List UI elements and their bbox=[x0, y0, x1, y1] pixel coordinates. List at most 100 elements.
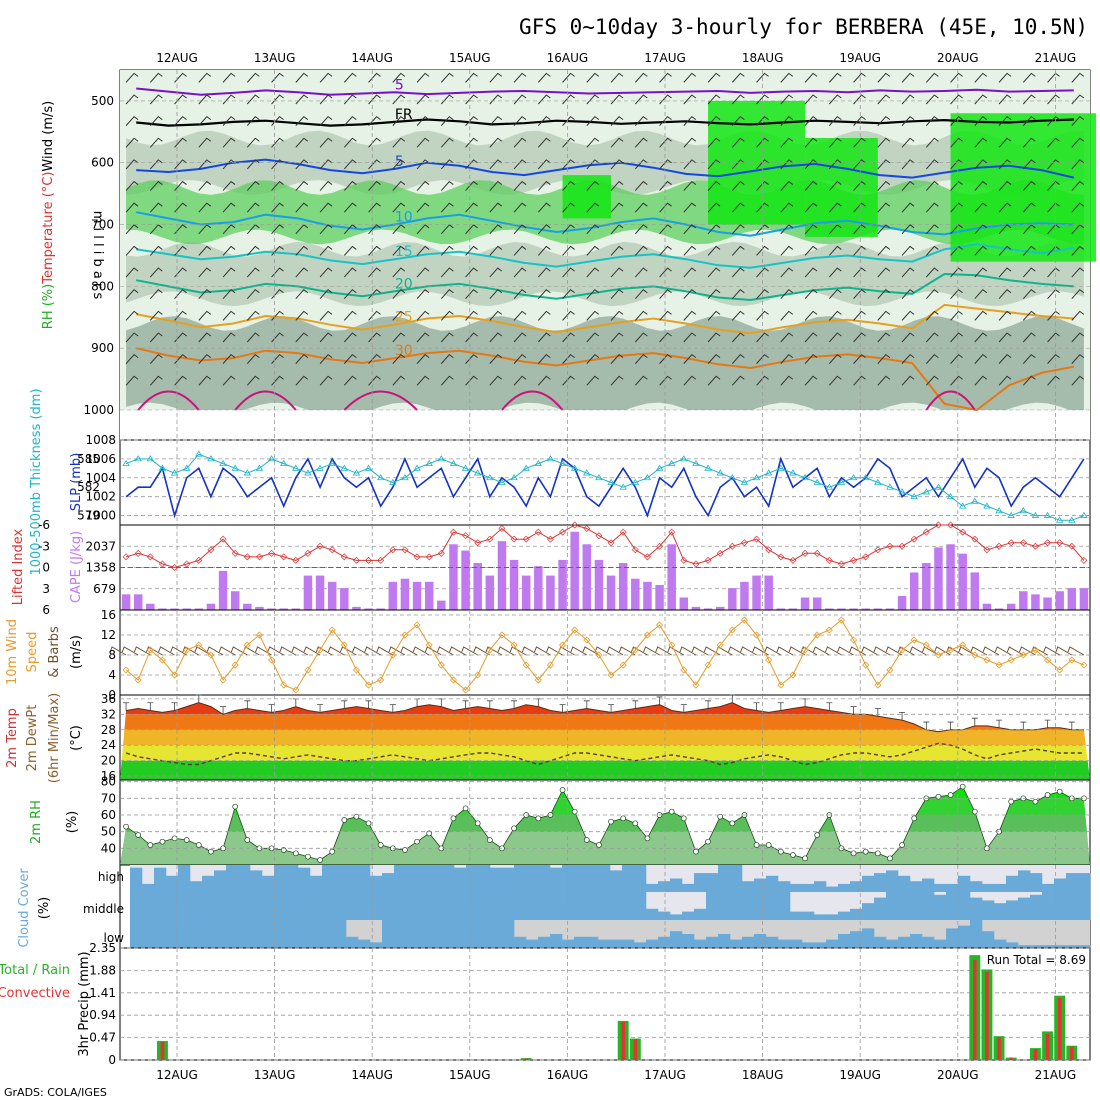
temp-maxmin-marker bbox=[365, 700, 372, 709]
cloud-level-label: low bbox=[104, 931, 125, 945]
cloud-cell bbox=[1018, 945, 1031, 948]
wind-barb bbox=[489, 137, 503, 148]
wind-barb bbox=[634, 180, 648, 191]
precip-legend-total: Total / Rain bbox=[0, 963, 70, 978]
cape-bar bbox=[970, 572, 980, 610]
cloud-cell bbox=[982, 883, 995, 892]
rh-marker bbox=[1056, 788, 1063, 795]
wind-barb bbox=[901, 115, 915, 126]
cape-bar bbox=[461, 550, 470, 610]
lifted-marker bbox=[886, 542, 894, 550]
wind-barb bbox=[780, 115, 794, 126]
rh-marker bbox=[171, 835, 178, 842]
thickness-marker bbox=[304, 469, 312, 476]
thickness-marker bbox=[849, 474, 858, 481]
wind-barb bbox=[465, 94, 478, 105]
lifted-marker bbox=[340, 553, 348, 561]
wind-barb bbox=[634, 137, 648, 148]
rh-marker bbox=[329, 848, 336, 855]
temp-maxmin-marker bbox=[341, 700, 348, 709]
cloud-level-label: high bbox=[98, 870, 124, 884]
cloud-cell bbox=[226, 865, 239, 892]
wind10-marker bbox=[437, 661, 445, 669]
wind10-marker bbox=[364, 681, 373, 689]
wind-barb bbox=[489, 310, 503, 321]
wind-barb bbox=[683, 310, 697, 321]
wind-barb bbox=[634, 289, 648, 300]
cape-bar bbox=[170, 608, 179, 610]
wind-barb bbox=[780, 267, 794, 278]
lifted-marker bbox=[983, 546, 991, 554]
temp-maxmin-marker bbox=[486, 700, 493, 709]
wind-barb bbox=[752, 646, 769, 656]
wind-barb bbox=[489, 289, 503, 300]
cloud-cell bbox=[514, 865, 527, 892]
cloud-cell bbox=[502, 892, 515, 920]
top-date-axis: 12AUG 13AUG 14AUG 15AUG 16AUG 17AUG 18AUG 19AUG… bbox=[156, 51, 1076, 65]
rh-marker bbox=[353, 813, 360, 820]
wind-barb bbox=[828, 115, 842, 126]
rh-marker bbox=[814, 832, 821, 838]
wind-barb bbox=[125, 332, 139, 343]
y-tick-label: 0.94 bbox=[89, 1008, 116, 1022]
wind-barb bbox=[440, 375, 454, 386]
wind-barb bbox=[562, 94, 575, 105]
wind-barb bbox=[489, 267, 503, 278]
wind-barb bbox=[149, 245, 163, 256]
wind-barb bbox=[731, 245, 745, 256]
thickness-marker bbox=[922, 488, 931, 495]
wind-barb bbox=[465, 180, 478, 191]
wind-barb bbox=[198, 159, 212, 170]
wind-barb bbox=[198, 310, 212, 321]
wind10-marker bbox=[316, 646, 324, 654]
wind-barb bbox=[974, 72, 988, 83]
y-axis-title-part: Wind (m/s) bbox=[41, 101, 56, 172]
cloud-cell bbox=[262, 920, 275, 948]
wind10-marker bbox=[352, 666, 361, 674]
cloud-cell bbox=[958, 892, 971, 920]
cape-bar bbox=[473, 563, 482, 610]
temp-maxmin-marker bbox=[874, 708, 881, 717]
thickness-marker bbox=[1031, 511, 1040, 518]
thickness-marker bbox=[825, 483, 834, 490]
wind-barb bbox=[683, 267, 697, 278]
wind-barb bbox=[634, 72, 648, 83]
wind-barb bbox=[707, 332, 721, 343]
wind-barb bbox=[416, 310, 430, 321]
wind-barb bbox=[586, 115, 600, 126]
wind-barb bbox=[804, 245, 818, 256]
wind-barb bbox=[707, 375, 721, 386]
cloud-cell bbox=[166, 892, 179, 920]
wind10-marker bbox=[280, 681, 288, 689]
cape-bar bbox=[340, 588, 349, 610]
lifted-marker bbox=[583, 525, 591, 533]
cloud-cell bbox=[322, 865, 335, 892]
cape-bar bbox=[655, 584, 664, 610]
wind-barb bbox=[707, 289, 721, 300]
rh-marker bbox=[244, 837, 251, 843]
date-label-bottom: 14AUG bbox=[351, 1068, 393, 1082]
wind-barb bbox=[513, 159, 527, 170]
rh-marker bbox=[571, 808, 578, 815]
temp-maxmin-marker bbox=[996, 719, 1003, 728]
wind10-marker bbox=[558, 641, 567, 649]
thickness-marker bbox=[122, 459, 130, 467]
wind-barb bbox=[634, 310, 648, 321]
cape-bar bbox=[1006, 603, 1016, 610]
rh-marker bbox=[317, 857, 323, 863]
cloud-cell bbox=[610, 892, 623, 920]
wind-barb bbox=[804, 202, 818, 213]
cape-bar bbox=[897, 595, 907, 610]
wind-barb bbox=[1071, 72, 1085, 83]
wind-barb bbox=[610, 353, 624, 364]
rh-marker bbox=[644, 835, 651, 842]
wind-barb bbox=[416, 159, 430, 170]
wind-barb bbox=[416, 202, 430, 213]
rh-marker bbox=[850, 850, 857, 857]
cloud-cell bbox=[190, 920, 203, 948]
wind-barb bbox=[634, 332, 648, 343]
wind-barb bbox=[174, 180, 187, 191]
cloud-cell bbox=[334, 865, 347, 892]
cape-bar bbox=[618, 563, 628, 610]
wind-barb bbox=[246, 289, 260, 300]
